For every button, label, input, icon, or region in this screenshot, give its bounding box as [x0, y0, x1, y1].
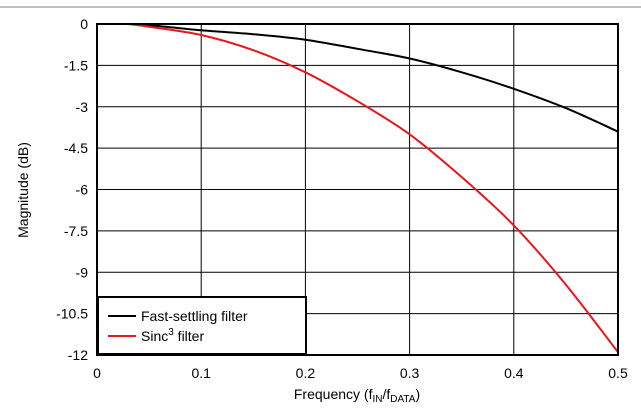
legend-label-sinc3: Sinc3 filter — [141, 327, 204, 344]
y-tick-label: -10.5 — [56, 306, 88, 322]
grid — [96, 23, 619, 356]
x-tick-label: 0.3 — [400, 365, 420, 381]
legend-label-sinc3-sup: 3 — [168, 327, 174, 338]
y-tick-labels: 0 -1.5 -3 -4.5 -6 -7.5 -9 -10.5 -12 — [56, 16, 88, 363]
y-tick-label: -6 — [76, 182, 89, 198]
y-tick-label: -3 — [76, 99, 89, 115]
x-tick-label: 0.4 — [504, 365, 524, 381]
x-axis-title-sub-in: IN — [372, 394, 382, 405]
y-tick-label: 0 — [80, 16, 88, 32]
y-tick-label: -1.5 — [64, 57, 88, 73]
x-tick-labels: 0 0.1 0.2 0.3 0.4 0.5 — [93, 365, 628, 381]
legend-label-sinc3-suffix: filter — [174, 328, 205, 344]
legend-label-sinc3-name: Sinc — [141, 328, 168, 344]
legend: Fast-settling filter Sinc3 filter — [97, 296, 307, 355]
series-lines — [128, 23, 619, 353]
series-line-sinc3 — [128, 23, 619, 353]
x-tick-label: 0 — [93, 365, 101, 381]
x-tick-label: 0.2 — [296, 365, 316, 381]
y-tick-label: -7.5 — [64, 223, 88, 239]
x-axis-title: Frequency (fIN/fDATA) — [294, 386, 420, 405]
x-axis-title-prefix: Frequency (f — [294, 386, 373, 402]
y-tick-label: -4.5 — [64, 140, 88, 156]
x-axis-title-sub-data: DATA — [390, 394, 416, 405]
y-tick-label: -12 — [68, 347, 88, 363]
legend-label-fast-settling: Fast-settling filter — [141, 308, 248, 324]
plot-frame — [96, 23, 619, 356]
x-axis-title-suffix: ) — [415, 386, 420, 402]
series-line-fast-settling — [128, 23, 619, 133]
x-tick-label: 0.5 — [608, 365, 628, 381]
y-tick-label: -9 — [76, 264, 89, 280]
legend-box — [97, 296, 307, 355]
x-tick-label: 0.1 — [191, 365, 211, 381]
x-axis-title-mid: /f — [382, 386, 390, 402]
y-axis-title: Magnitude (dB) — [15, 142, 31, 238]
